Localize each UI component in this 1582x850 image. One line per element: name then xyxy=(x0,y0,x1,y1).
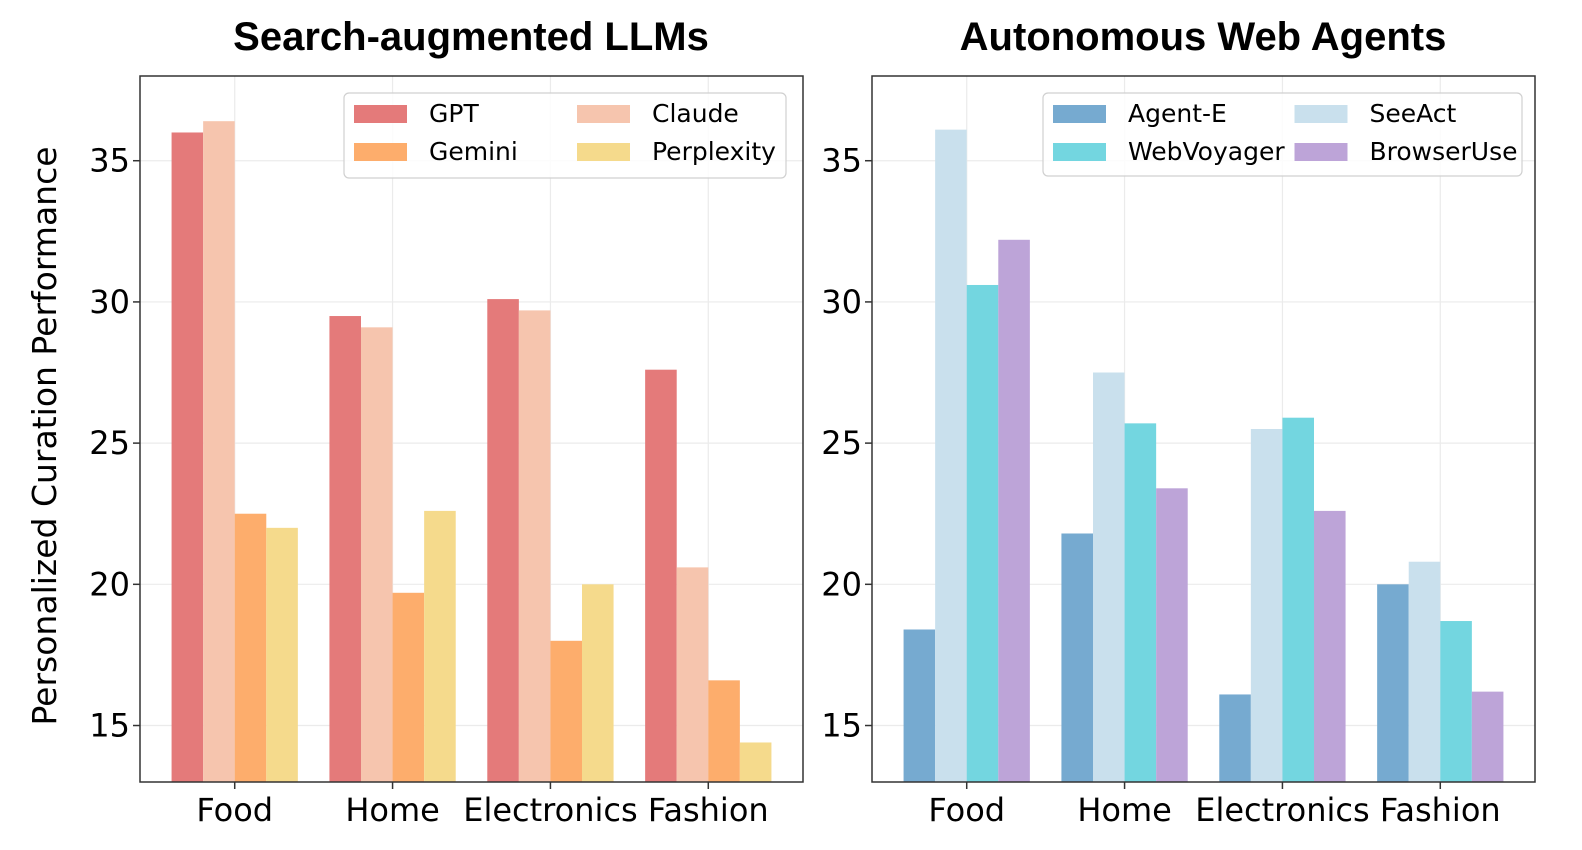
bar-perplexity-food xyxy=(266,527,298,782)
legend-swatch-agent-e xyxy=(1053,105,1106,123)
legend-swatch-gpt xyxy=(354,105,407,123)
legend-label-claude: Claude xyxy=(652,99,739,128)
legend: GPT Claude Gemini Perplexity xyxy=(343,92,787,179)
legend-swatch-webvoyager xyxy=(1053,143,1106,161)
legend-label-gemini: Gemini xyxy=(429,137,518,166)
legend-label-gpt: GPT xyxy=(429,99,479,128)
bar-gpt-food xyxy=(171,132,204,783)
bar-seeact-fashion xyxy=(1408,561,1441,782)
x-tick-label-food: Food xyxy=(928,791,1005,829)
bar-perplexity-fashion xyxy=(739,742,772,782)
bar-perplexity-electronics xyxy=(582,584,614,782)
bar-seeact-food xyxy=(935,129,967,782)
legend: Agent-E SeeAct WebVoyager BrowserUse xyxy=(1042,92,1523,177)
bar-agent-e-home xyxy=(1061,533,1093,782)
bar-agent-e-food xyxy=(903,629,936,782)
y-tick-label: 25 xyxy=(89,424,130,462)
legend-swatch-seeact xyxy=(1294,105,1348,123)
x-tick-label-home: Home xyxy=(1077,791,1172,829)
chart-title: Autonomous Web Agents xyxy=(960,15,1447,59)
plot-frame xyxy=(139,75,804,783)
legend-label-agent-e: Agent-E xyxy=(1128,99,1227,128)
bar-claude-electronics xyxy=(518,310,551,782)
legend-swatch-claude xyxy=(577,105,630,123)
bar-browseruse-home xyxy=(1156,488,1188,782)
legend-box xyxy=(1042,92,1523,177)
bar-gpt-electronics xyxy=(487,299,519,782)
x-tick-label-fashion: Fashion xyxy=(1380,791,1501,829)
bar-browseruse-fashion xyxy=(1471,691,1504,782)
bar-gemini-electronics xyxy=(550,640,582,782)
bar-agent-e-fashion xyxy=(1377,584,1409,782)
bar-browseruse-food xyxy=(998,239,1030,783)
bar-gemini-food xyxy=(234,513,267,782)
bar-webvoyager-home xyxy=(1124,423,1157,782)
y-axis-label: Personalized Curation Performance xyxy=(25,146,64,725)
bar-claude-food xyxy=(203,121,235,782)
legend-swatch-perplexity xyxy=(577,143,630,161)
x-tick-label-fashion: Fashion xyxy=(648,791,769,829)
legend-box xyxy=(343,92,787,179)
y-tick-label: 15 xyxy=(89,707,130,745)
y-tick-label: 20 xyxy=(89,565,130,603)
y-tick-label: 35 xyxy=(89,142,130,180)
bar-webvoyager-electronics xyxy=(1282,417,1314,782)
y-tick-label: 15 xyxy=(821,707,862,745)
bar-seeact-home xyxy=(1093,372,1125,782)
legend-label-perplexity: Perplexity xyxy=(652,137,776,166)
bar-gemini-home xyxy=(392,592,425,782)
x-tick-label-food: Food xyxy=(196,791,273,829)
legend-swatch-gemini xyxy=(354,143,407,161)
x-tick-label-electronics: Electronics xyxy=(463,791,637,829)
legend-swatch-browseruse xyxy=(1294,143,1348,161)
bar-gemini-fashion xyxy=(708,680,740,782)
y-tick-label: 35 xyxy=(821,142,862,180)
x-tick-label-home: Home xyxy=(345,791,440,829)
y-tick-label: 25 xyxy=(821,424,862,462)
bar-webvoyager-fashion xyxy=(1440,621,1472,782)
x-tick-label-electronics: Electronics xyxy=(1195,791,1369,829)
bar-agent-e-electronics xyxy=(1219,694,1251,782)
bar-seeact-electronics xyxy=(1250,429,1283,782)
y-tick-label: 30 xyxy=(821,283,862,321)
bar-perplexity-home xyxy=(424,510,456,782)
y-tick-label: 20 xyxy=(821,565,862,603)
bar-browseruse-electronics xyxy=(1314,510,1346,782)
chart-panel-web-agents: Autonomous Web Agents 15 20 25 30 35 Food Home… xyxy=(821,15,1536,829)
y-tick-label: 30 xyxy=(89,283,130,321)
legend-label-webvoyager: WebVoyager xyxy=(1128,137,1285,166)
bar-webvoyager-food xyxy=(966,284,999,782)
plot-frame xyxy=(871,75,1536,783)
bar-claude-home xyxy=(361,327,393,782)
bar-claude-fashion xyxy=(676,567,709,782)
legend-label-seeact: SeeAct xyxy=(1370,99,1457,128)
chart-title: Search-augmented LLMs xyxy=(233,15,709,59)
bar-gpt-fashion xyxy=(645,369,677,782)
legend-label-browseruse: BrowserUse xyxy=(1370,137,1518,166)
chart-panel-search-llms: Search-augmented LLMs 15 20 25 30 35 Food Home… xyxy=(89,15,804,829)
bar-gpt-home xyxy=(329,316,361,782)
